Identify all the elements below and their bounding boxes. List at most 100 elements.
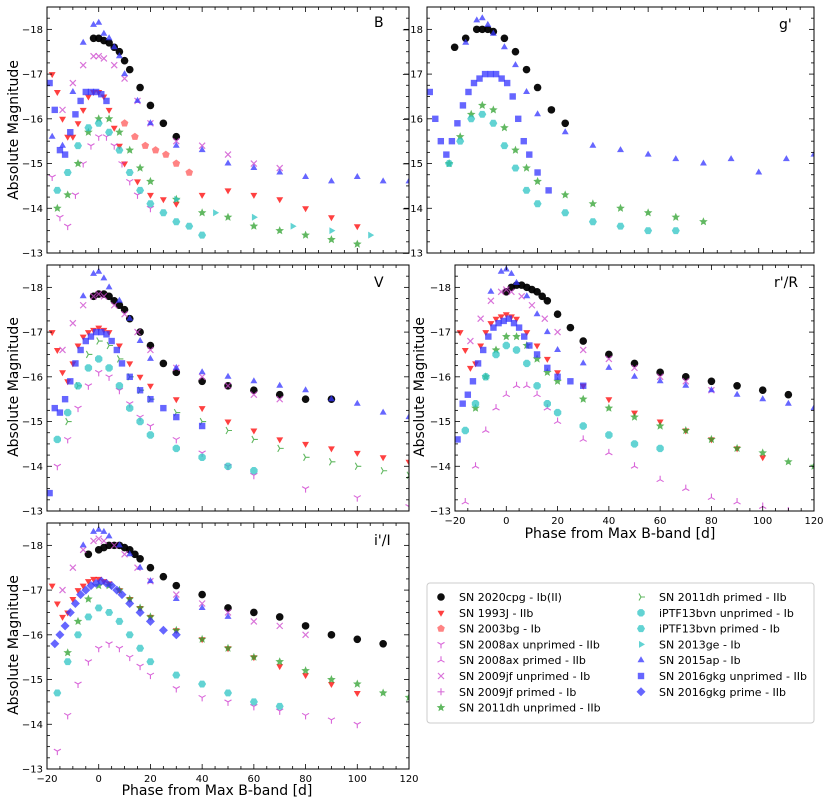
data-point (125, 145, 134, 154)
y-tick-label: −16 (22, 630, 43, 641)
data-point (588, 218, 597, 226)
data-point (159, 209, 168, 217)
data-point (432, 115, 439, 123)
data-point (84, 659, 93, 666)
data-point (172, 625, 181, 634)
data-point (110, 301, 118, 309)
data-point (95, 325, 103, 332)
data-point (126, 361, 134, 368)
y-tick-label: −14 (22, 462, 43, 473)
data-point (755, 168, 763, 175)
data-point (490, 324, 497, 331)
data-point (120, 119, 129, 127)
data-point (733, 498, 741, 505)
series-iptf13bvn-primed-ib (445, 110, 680, 235)
data-point (224, 699, 232, 706)
data-point (141, 141, 150, 149)
data-point (115, 127, 124, 136)
data-point (497, 314, 505, 321)
panel-b: −13 −14 −15 −16 −17 −18 B (22, 6, 410, 260)
data-point (116, 355, 124, 363)
data-point (53, 186, 62, 194)
data-point (472, 25, 481, 34)
data-point (758, 502, 767, 510)
data-point (134, 328, 141, 336)
data-point (72, 360, 79, 367)
data-point (95, 290, 103, 298)
data-point (567, 378, 574, 385)
data-point (121, 310, 128, 318)
data-point (79, 107, 87, 114)
data-point (146, 176, 155, 186)
y-tick-label: −18 (22, 283, 43, 294)
data-point (481, 426, 490, 433)
data-point (522, 163, 531, 172)
data-point (328, 446, 335, 453)
data-point (172, 591, 180, 598)
data-point (134, 96, 141, 103)
data-point (523, 330, 531, 337)
data-point (526, 151, 533, 158)
data-point (484, 20, 492, 27)
data-point (579, 422, 587, 430)
data-point (126, 550, 134, 557)
data-point (95, 267, 103, 274)
data-point (302, 441, 309, 448)
data-point (275, 708, 284, 715)
series-sn-2016gkg-unprimed-iib (47, 328, 206, 497)
data-point (630, 462, 639, 469)
data-point (461, 498, 470, 505)
data-point (327, 631, 336, 639)
data-point (250, 377, 258, 384)
series-sn-2020cpg-ib-ii (89, 290, 336, 403)
data-point (480, 346, 487, 354)
data-point (512, 381, 521, 389)
data-point (328, 458, 336, 466)
data-point (53, 348, 61, 354)
series-sn-2011dh-unprimed-iib (53, 114, 362, 248)
data-point (59, 346, 66, 354)
data-point (115, 47, 124, 56)
data-point (489, 105, 498, 114)
data-point (437, 137, 445, 145)
data-point (47, 489, 53, 497)
legend-label: SN 2008ax primed - IIb (459, 654, 586, 667)
data-point (118, 161, 126, 168)
data-point (79, 583, 87, 590)
data-point (489, 119, 498, 127)
data-point (481, 70, 489, 78)
data-point (90, 52, 97, 60)
data-point (159, 359, 168, 368)
data-point (151, 146, 160, 154)
data-point (544, 364, 551, 372)
data-point (198, 146, 206, 153)
data-point (353, 173, 361, 179)
data-point (276, 437, 284, 444)
data-point (553, 376, 562, 385)
data-point (115, 645, 124, 653)
series-sn-2015ap-ib (462, 14, 814, 175)
data-point (459, 400, 466, 407)
data-point (533, 200, 542, 208)
data-point (759, 455, 767, 462)
data-point (126, 373, 133, 381)
panel-i-i: −13 −14 −15 −16 −17 −18 −20 0 20 40 60 80 100 120 i'/I (22, 522, 419, 785)
data-point (90, 537, 97, 545)
x-axis-title-right: Phase from Max B-band [d] (525, 526, 716, 542)
legend-frame (426, 582, 815, 724)
y-tick-label: −16 (402, 114, 423, 125)
legend-label: SN 1993J - IIb (459, 607, 533, 620)
series-sn-2016gkg-unprimed-iib (47, 79, 110, 158)
data-point (523, 292, 531, 299)
data-point (146, 101, 155, 110)
data-point (733, 390, 741, 397)
data-point (301, 666, 310, 675)
data-point (644, 150, 652, 157)
series-sn-1993j-iib (456, 312, 767, 462)
data-point (126, 404, 134, 412)
series-sn-2016gkg-unprimed-iib (427, 70, 552, 194)
data-point (631, 364, 638, 372)
data-point (53, 689, 62, 697)
data-point (48, 72, 56, 79)
data-point (59, 614, 66, 621)
